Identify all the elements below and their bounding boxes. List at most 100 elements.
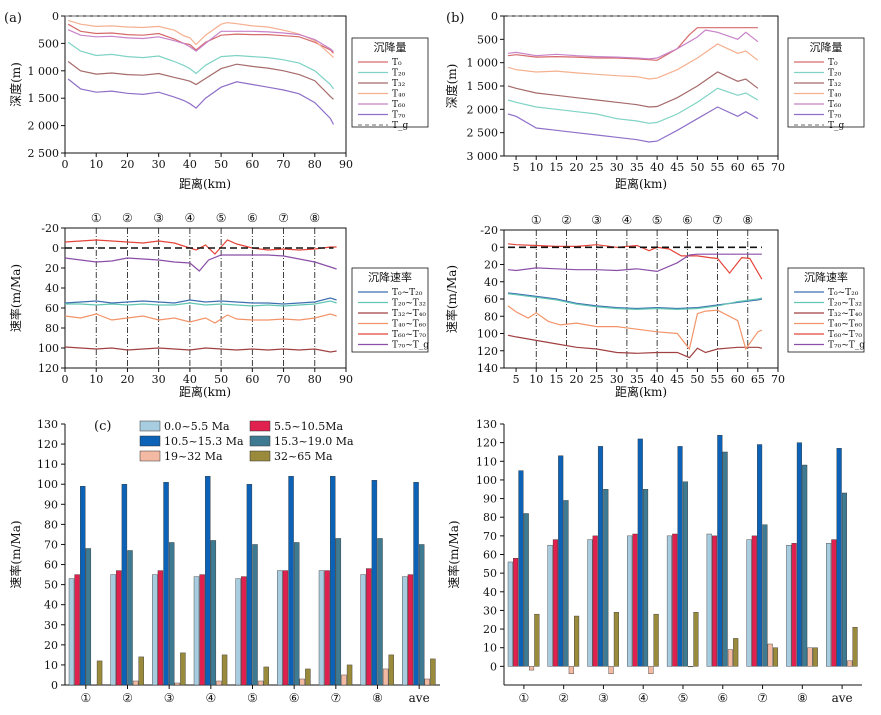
bar (706, 533, 712, 667)
y-tick-label: -20 (480, 224, 498, 237)
x-tick-label: 5 (513, 373, 520, 386)
y-tick-label: 20 (45, 262, 59, 275)
bar (558, 455, 564, 667)
bar (360, 574, 366, 686)
x-tick-label: 65 (751, 373, 765, 386)
bar (221, 654, 228, 686)
x-tick-label: 40 (183, 373, 197, 386)
series-line (507, 43, 759, 80)
bar (528, 666, 535, 671)
legend-label: T₃₂ (828, 79, 842, 89)
y-tick-label: 60 (483, 549, 497, 562)
bar (767, 643, 773, 667)
y-tick-label: 2 500 (467, 127, 499, 140)
x-tick-label: ⑦ (330, 691, 341, 705)
y-tick-label: 30 (44, 619, 58, 632)
section-marker-label: ⑤ (216, 211, 227, 225)
y-tick-label: 100 (477, 328, 498, 341)
series-line (65, 300, 337, 307)
bar (717, 434, 723, 667)
y-tick-label: 0 (52, 10, 59, 23)
bar (157, 570, 164, 686)
bar (574, 615, 580, 667)
y-tick-label: 40 (45, 282, 59, 295)
legend-label: T₂₀~T₃₂ (392, 299, 426, 309)
legend-title: 沉降速率 (368, 270, 412, 284)
x-tick-label: ② (122, 691, 133, 705)
legend-swatch (139, 420, 161, 432)
x-tick-label: ave (409, 691, 430, 705)
legend-label: 0.0~5.5 Ma (164, 420, 230, 433)
x-tick-label: 15 (549, 161, 563, 174)
bar (587, 539, 593, 667)
bar (382, 668, 389, 686)
bar (371, 480, 378, 686)
bar (603, 489, 609, 667)
legend-label: T₄₀~T₆₀ (392, 320, 426, 330)
legend-label: T₆₀~T₇₀ (392, 330, 426, 340)
x-tick-label: 10 (529, 373, 543, 386)
bar (518, 470, 524, 667)
legend-label: T₀~T₂₀ (392, 288, 423, 298)
bar (241, 576, 247, 686)
series-line (64, 254, 337, 272)
x-tick-label: 40 (183, 158, 197, 171)
x-tick-label: 50 (690, 161, 704, 174)
bar (407, 574, 414, 686)
bar (346, 664, 353, 686)
bar (648, 666, 654, 675)
legend-label: T₆₀~T₇₀ (828, 330, 862, 340)
y-tick-label: 500 (477, 33, 498, 46)
bar (812, 647, 818, 667)
y-tick-label: 40 (484, 276, 498, 289)
bar (216, 680, 222, 686)
x-tick-label: 5 (513, 161, 520, 174)
x-axis-label: 距离(km) (615, 176, 667, 191)
y-tick-label: 100 (38, 342, 59, 355)
bar (841, 492, 848, 667)
x-tick-label: 45 (670, 161, 684, 174)
y-tick-label: 120 (37, 438, 58, 451)
bar (257, 680, 264, 686)
y-tick-label: 2 000 (28, 120, 60, 133)
y-tick-label: 130 (37, 418, 58, 431)
x-tick-label: ⑧ (372, 691, 383, 705)
bar (847, 660, 853, 667)
panel-label: (c) (94, 419, 111, 434)
y-tick-label: 3 000 (467, 150, 499, 163)
series-line (507, 87, 759, 124)
legend-swatch (139, 435, 161, 447)
bar (235, 578, 241, 686)
legend-swatch (249, 435, 271, 447)
section-marker-label: ③ (591, 213, 602, 227)
bar (722, 451, 728, 667)
y-tick-label: 80 (484, 310, 498, 323)
legend-label: 15.3~19.0 Ma (274, 435, 354, 448)
bar (757, 444, 763, 667)
legend-label: T₀~T₂₀ (828, 288, 859, 298)
y-tick-label: 2 000 (467, 103, 499, 116)
section-marker-label: ⑥ (247, 211, 258, 225)
legend-label: 19~32 Ma (164, 450, 223, 463)
bar (613, 612, 619, 667)
x-tick-label: 10 (89, 373, 103, 386)
y-tick-label: 80 (44, 518, 58, 531)
legend: 沉降速率 T₀~T₂₀T₂₀~T₃₂T₃₂~T₄₀T₄₀~T₆₀T₆₀~T₇₀T₇… (787, 267, 865, 353)
bar (762, 524, 768, 667)
x-tick-label: 25 (590, 373, 604, 386)
y-tick-label: 20 (44, 639, 58, 652)
y-axis-label: 深度(m) (8, 62, 23, 107)
legend-label: T₇₀~T_g (392, 341, 429, 351)
y-tick-label: 0 (52, 242, 59, 255)
legend-label: T₇₀~T_g (828, 341, 865, 351)
x-tick-label: 55 (711, 161, 725, 174)
y-tick-label: 110 (37, 458, 58, 471)
bar (796, 442, 802, 667)
x-axis-label: 距离(km) (179, 384, 231, 399)
bar (513, 558, 519, 667)
y-axis-label: 速率(m/Ma) (8, 264, 23, 332)
bar (174, 682, 180, 686)
x-tick-label: 10 (529, 161, 543, 174)
